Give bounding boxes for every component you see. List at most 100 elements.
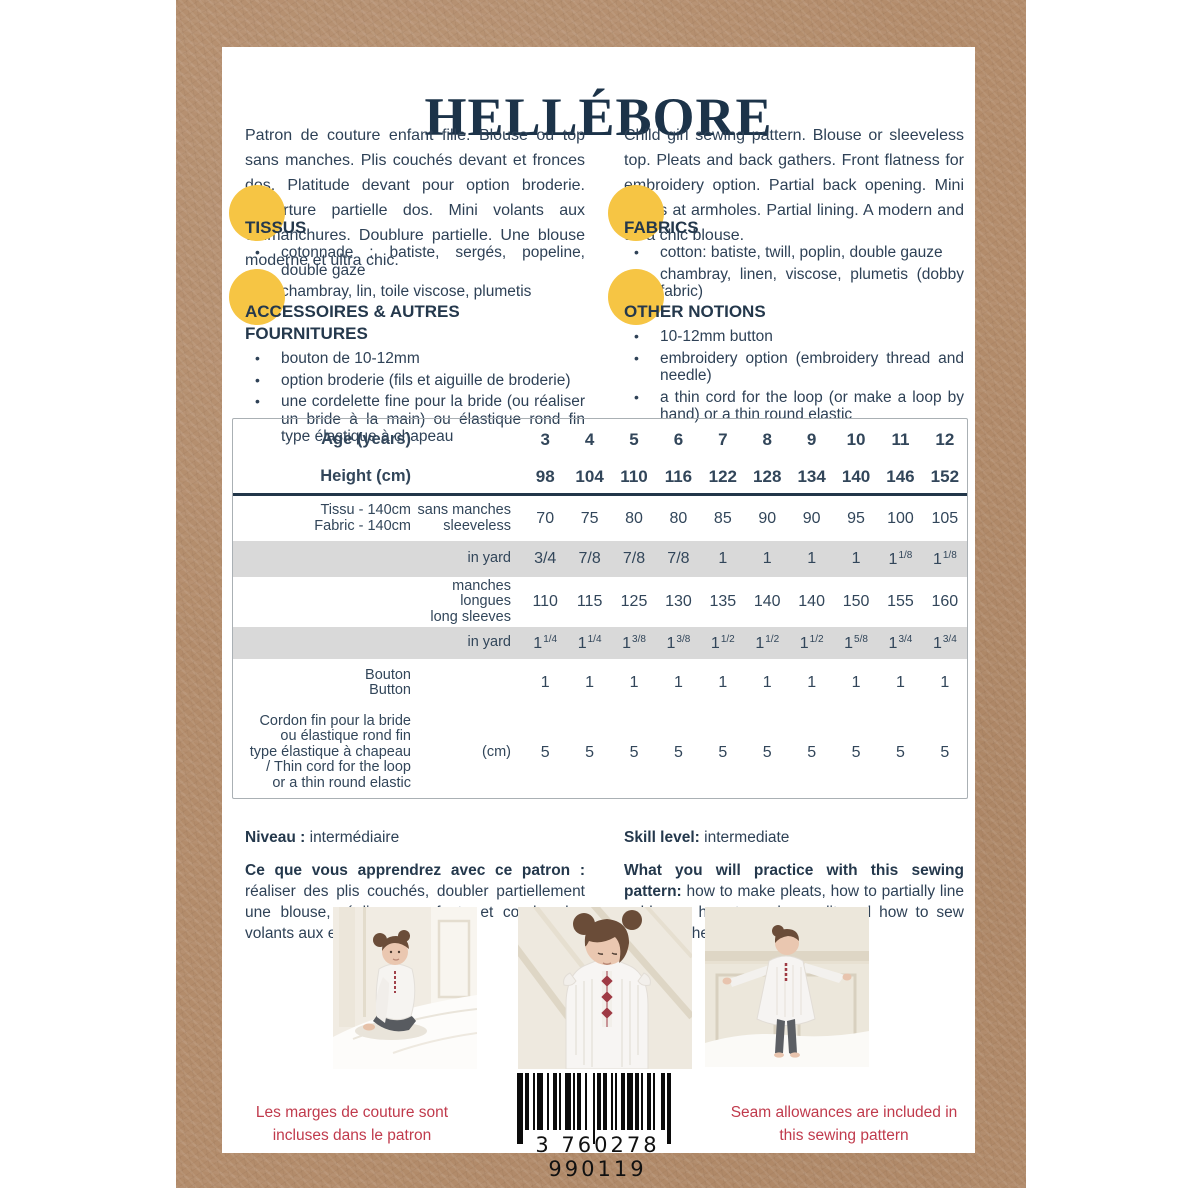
section-heading-fabrics: FABRICS: [608, 185, 699, 241]
table-cell: 110: [532, 593, 558, 610]
table-cell: 7/8: [622, 550, 646, 567]
table-row: manches longues long sleeves 110 115 125 130 1…: [233, 577, 967, 627]
table-cell: 13/4: [888, 633, 913, 652]
section-heading-notions: OTHER NOTIONS: [608, 269, 766, 325]
list-item: 10-12mm button: [624, 328, 964, 346]
row-values: 70 75 80 80 85 90 90 95 100 105: [523, 496, 967, 541]
table-cell: 5: [718, 743, 728, 761]
table-cell: 1: [807, 674, 817, 691]
row-label: Bouton Button: [365, 666, 411, 698]
accessoires-list: bouton de 10-12mm option broderie (fils …: [245, 350, 585, 446]
list-item: une cordelette fine pour la bride (ou ré…: [245, 393, 585, 446]
section-accessoires: ACCESSOIRES & AUTRES FOURNITURES bouton …: [229, 269, 585, 450]
table-cell: 1: [629, 674, 639, 691]
table-cell: 115: [576, 593, 603, 610]
table-cell: 1: [851, 550, 861, 567]
table-cell: 100: [887, 509, 914, 527]
table-cell: 1: [718, 674, 728, 691]
table-cell: 1: [851, 674, 861, 691]
section-heading-accessoires: ACCESSOIRES & AUTRES FOURNITURES: [229, 269, 585, 345]
table-cell: 104: [575, 467, 604, 486]
table-row: Bouton Button 1 1 1 1 1 1 1 1 1 1: [233, 659, 967, 707]
table-cell: 1: [673, 674, 683, 691]
table-cell: 1: [940, 674, 950, 691]
table-cell: 105: [931, 509, 959, 527]
table-cell: 1: [896, 674, 905, 691]
table-cell: 6: [673, 430, 684, 449]
table-cell: 7/8: [578, 550, 601, 567]
list-item: chambray, linen, viscose, plumetis (dobb…: [624, 266, 964, 301]
table-row: Cordon fin pour la bride ou élastique ron…: [233, 707, 967, 798]
table-cell: 11/8: [888, 549, 913, 568]
list-item: cotonnade : batiste, sergés, popeline, d…: [245, 244, 585, 279]
level-fr: Niveau : intermédiaire: [245, 828, 400, 846]
row-values: 3/4 7/8 7/8 7/8 1 1 1 1 11/8 11/8: [523, 541, 967, 577]
table-cell: 3: [540, 430, 550, 449]
table-cell: 12: [935, 430, 955, 449]
table-row: in yard 11/4 11/4 13/8 13/8 11/2 11/2 11/2 15/8 1…: [233, 627, 967, 659]
table-cell: 11/2: [799, 633, 824, 652]
photo-1-illustration: [333, 907, 477, 1069]
barcode-number: 3 760278 990119: [535, 1133, 660, 1181]
table-row: Height (cm) 98 104 110 116 122 128 134 140 146 152: [233, 461, 967, 493]
photo-girl-sitting-on-bed: [333, 907, 477, 1069]
table-cell: 5: [896, 743, 905, 761]
table-cell: 11/2: [710, 633, 735, 652]
table-cell: 140: [753, 593, 781, 610]
table-cell: 1: [585, 674, 595, 691]
table-cell: 5: [762, 743, 772, 761]
table-cell: 9: [806, 430, 817, 449]
table-cell: 5: [629, 743, 639, 761]
row-sublabel: manches longues long sleeves: [430, 577, 511, 625]
table-cell: 13/8: [622, 633, 646, 652]
table-cell: 3/4: [534, 550, 557, 567]
row-sublabel: in yard: [467, 550, 511, 567]
fabrics-list: cotton: batiste, twill, poplin, double g…: [624, 244, 964, 301]
table-row: Age (years) 3 4 5 6 7 8 9 10 11 12: [233, 419, 967, 461]
table-cell: 5: [807, 743, 817, 761]
table-cell: 8: [762, 430, 772, 449]
list-item: embroidery option (embroidery thread and…: [624, 350, 964, 385]
size-table-body: Tissu - 140cm Fabric - 140cm sans manches s…: [233, 496, 967, 798]
table-cell: 150: [842, 593, 870, 610]
row-values: 11/4 11/4 13/8 13/8 11/2 11/2 11/2 15/8 13/4 13/4: [523, 627, 967, 659]
row-values: 5 5 5 5 5 5 5 5 5 5: [523, 707, 967, 798]
section-notions: OTHER NOTIONS 10-12mm button embroidery …: [608, 269, 964, 428]
table-cell: 122: [708, 467, 738, 486]
table-cell: 11/2: [755, 633, 780, 652]
table-cell: 5: [673, 743, 683, 761]
table-cell: 5: [851, 743, 861, 761]
table-cell: 4: [584, 430, 595, 449]
size-table: Age (years) 3 4 5 6 7 8 9 10 11 12 Height (cm) 98 104…: [232, 418, 968, 799]
row-label: Tissu - 140cm Fabric - 140cm: [314, 502, 411, 534]
table-cell: 98: [535, 467, 555, 486]
table-cell: 13/4: [932, 633, 957, 652]
row-values: 98 104 110 116 122 128 134 140 146 152: [523, 461, 967, 493]
row-sublabel: sans manches sleeveless: [417, 502, 512, 534]
table-cell: 7: [718, 430, 728, 449]
seam-note-en: Seam allowances are included in this sew…: [730, 1103, 958, 1144]
table-cell: 125: [620, 593, 648, 610]
table-cell: 70: [536, 509, 555, 527]
table-cell: 75: [580, 509, 599, 527]
tissus-list: cotonnade : batiste, sergés, popeline, d…: [245, 244, 585, 301]
row-values: 110 115 125 130 135 140 140 150 155 160: [523, 577, 967, 627]
table-cell: 5: [585, 743, 595, 761]
table-cell: 128: [753, 467, 782, 486]
section-fabrics: FABRICS cotton: batiste, twill, poplin, …: [608, 185, 964, 305]
table-cell: 146: [886, 467, 915, 486]
photo-3-illustration: [705, 907, 869, 1067]
table-cell: 11/8: [932, 549, 957, 568]
table-cell: 135: [709, 593, 737, 610]
row-values: 1 1 1 1 1 1 1 1 1 1: [523, 659, 967, 707]
section-tissus: TISSUS cotonnade : batiste, sergés, pope…: [229, 185, 585, 305]
section-heading-tissus: TISSUS: [229, 185, 306, 241]
list-item: chambray, lin, toile viscose, plumetis: [245, 283, 585, 301]
size-table-header: Age (years) 3 4 5 6 7 8 9 10 11 12 Height (cm) 98 104…: [233, 419, 967, 493]
list-item: bouton de 10-12mm: [245, 350, 585, 368]
row-sublabel: (cm): [482, 743, 511, 760]
table-cell: 80: [669, 509, 688, 527]
row-values: 3 4 5 6 7 8 9 10 11 12: [523, 419, 967, 461]
notions-list: 10-12mm button embroidery option (embroi…: [624, 328, 964, 424]
